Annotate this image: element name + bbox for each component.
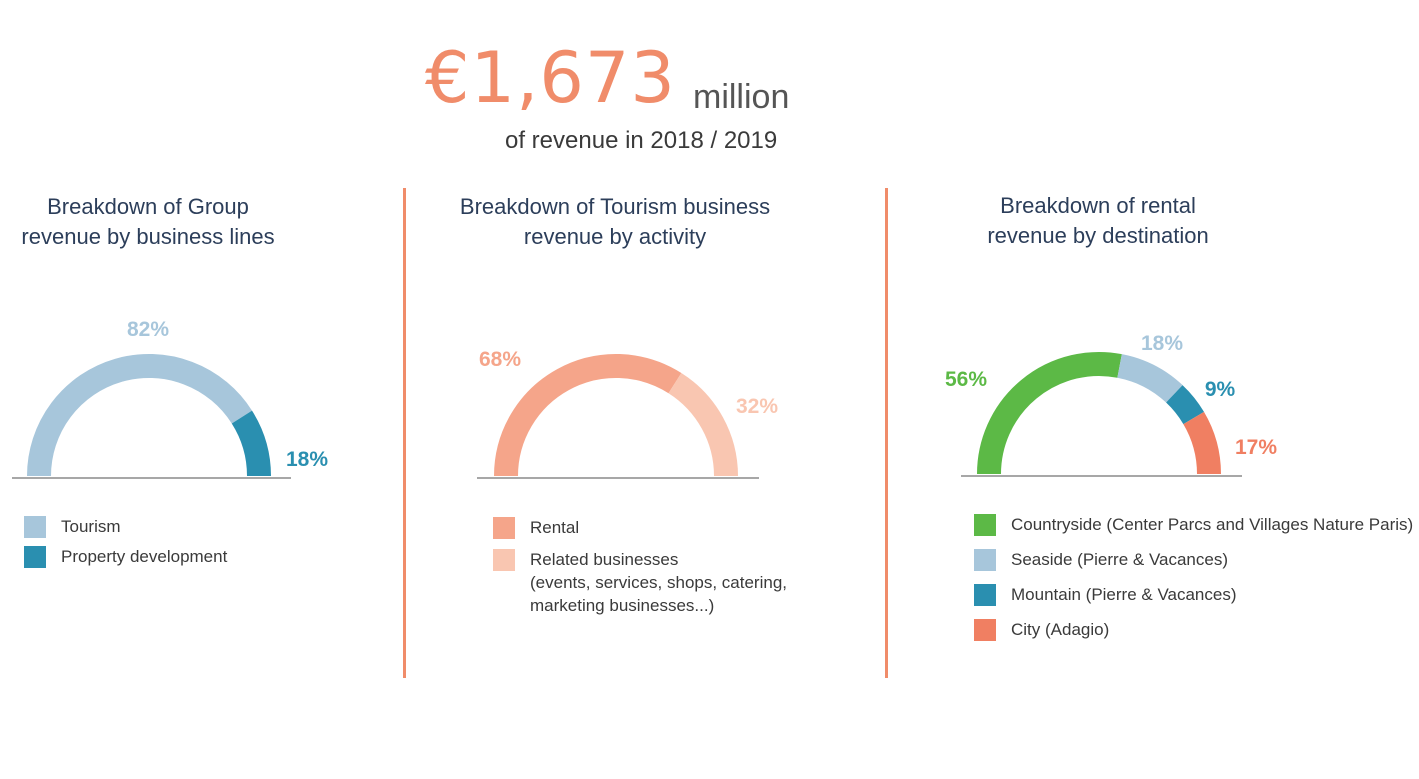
revenue-amount: €1,673 xyxy=(425,37,676,119)
legend-label: Rental xyxy=(530,518,580,537)
value-label-rental: 68% xyxy=(479,348,521,371)
value-label-city: 17% xyxy=(1235,436,1277,459)
value-label-seaside: 18% xyxy=(1141,332,1183,355)
panel-group-revenue: Breakdown of Group revenue by business l… xyxy=(0,188,328,748)
divider-right xyxy=(885,188,888,678)
legend-label: Tourism xyxy=(61,517,121,536)
panel-title-line: revenue by business lines xyxy=(21,224,275,249)
panel-title: Breakdown of Tourism business revenue by… xyxy=(455,192,775,252)
arc-segment-mountain xyxy=(1165,385,1205,425)
panel-rental-revenue: Breakdown of rental revenue by destinati… xyxy=(938,188,1413,748)
arc-segment-city xyxy=(1183,411,1221,475)
legend-swatch xyxy=(493,549,515,571)
arc-segment-seaside xyxy=(1117,354,1183,403)
value-label-related-businesses: 32% xyxy=(736,395,778,418)
panel-title-line: revenue by activity xyxy=(523,224,707,249)
legend-swatch xyxy=(974,619,996,641)
value-label-mountain: 9% xyxy=(1205,378,1236,401)
panel-title: Breakdown of rental revenue by destinati… xyxy=(938,191,1258,251)
arc-segment-property-development xyxy=(231,410,271,477)
panel-title-line: Breakdown of Group xyxy=(47,194,249,219)
panel-title-line: revenue by destination xyxy=(987,223,1209,248)
arc-segment-countryside xyxy=(977,352,1122,475)
panel-tourism-revenue: Breakdown of Tourism business revenue by… xyxy=(455,188,787,748)
headline: €1,673 million of revenue in 2018 / 2019 xyxy=(0,0,1419,170)
legend-label: marketing businesses...) xyxy=(530,596,715,615)
legend-label: (events, services, shops, catering, xyxy=(530,573,788,592)
legend-label: Related businesses xyxy=(530,550,679,569)
legend-item-countryside: Countryside (Center Parcs and Villages N… xyxy=(974,513,1414,536)
panel-title-line: Breakdown of Tourism business xyxy=(459,194,771,219)
legend-swatch xyxy=(24,516,46,538)
divider-left xyxy=(403,188,406,678)
legend-label: Mountain (Pierre & Vacances) xyxy=(1011,585,1237,604)
panel-title: Breakdown of Group revenue by business l… xyxy=(0,192,296,252)
legend: Countryside (Center Parcs and Villages N… xyxy=(974,513,1414,641)
legend-item-seaside: Seaside (Pierre & Vacances) xyxy=(974,548,1414,571)
revenue-unit: million xyxy=(693,78,790,116)
legend-label: Property development xyxy=(61,547,228,566)
legend-swatch xyxy=(974,549,996,571)
arc-segment-related-businesses xyxy=(668,372,738,477)
legend-item-mountain: Mountain (Pierre & Vacances) xyxy=(974,583,1414,606)
legend-swatch xyxy=(974,584,996,606)
legend-item-city: City (Adagio) xyxy=(974,618,1414,641)
arc-segment-rental xyxy=(494,354,682,477)
legend-swatch xyxy=(974,514,996,536)
value-label-countryside: 56% xyxy=(945,368,987,391)
panel-title-line: Breakdown of rental xyxy=(1000,193,1196,218)
gauge-chart: 82% 18% xyxy=(12,318,328,479)
legend-swatch xyxy=(24,546,46,568)
legend-label: City (Adagio) xyxy=(1011,620,1110,639)
gauge-chart: 56% 18% 9% 17% xyxy=(945,332,1277,477)
legend-item-related-businesses: Related businesses (events, services, sh… xyxy=(493,548,793,617)
legend: Tourism Property development xyxy=(24,515,304,568)
legend-item-property-development: Property development xyxy=(24,545,304,568)
gauge-chart: 68% 32% xyxy=(477,348,778,479)
legend: Rental Related businesses (events, servi… xyxy=(493,516,793,617)
revenue-subtitle: of revenue in 2018 / 2019 xyxy=(505,127,778,154)
arc-segment-tourism xyxy=(27,354,253,477)
legend-item-rental: Rental xyxy=(493,516,793,539)
value-label-property-development: 18% xyxy=(286,448,328,471)
legend-item-tourism: Tourism xyxy=(24,515,304,538)
legend-label: Countryside (Center Parcs and Villages N… xyxy=(1011,515,1414,534)
value-label-tourism: 82% xyxy=(127,318,169,341)
legend-label: Seaside (Pierre & Vacances) xyxy=(1011,550,1229,569)
legend-swatch xyxy=(493,517,515,539)
